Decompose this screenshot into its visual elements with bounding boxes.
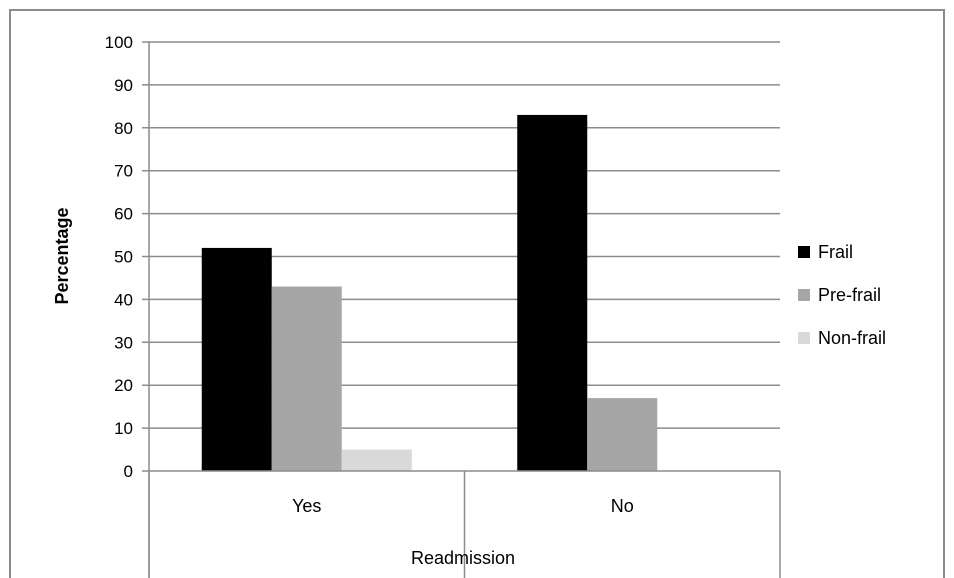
y-tick-label: 100 <box>105 33 133 52</box>
axes <box>142 42 781 578</box>
y-tick-label: 90 <box>114 76 133 95</box>
y-tick-label: 40 <box>114 290 133 309</box>
legend-swatch <box>798 246 810 258</box>
category-label: Yes <box>292 496 321 516</box>
bar-frail-no <box>517 114 588 472</box>
legend-label: Frail <box>818 242 853 262</box>
bar-pre-frail-yes <box>271 286 342 471</box>
legend: Frail Pre-frail Non-frail <box>798 242 886 348</box>
legend-label: Non-frail <box>818 328 886 348</box>
legend-swatch <box>798 332 810 344</box>
category-label: No <box>611 496 634 516</box>
bar-pre-frail-no <box>587 398 658 471</box>
bar-frail-yes <box>201 247 272 471</box>
legend-label: Pre-frail <box>818 285 881 305</box>
x-axis-title: Readmission <box>411 548 515 568</box>
y-tick-label: 60 <box>114 205 133 224</box>
y-tick-label: 10 <box>114 419 133 438</box>
y-tick-label: 30 <box>114 333 133 352</box>
y-tick-labels: 0 10 20 30 40 50 60 70 80 90 100 <box>105 33 133 481</box>
y-axis-title: Percentage <box>52 207 72 304</box>
legend-swatch <box>798 289 810 301</box>
y-tick-label: 20 <box>114 376 133 395</box>
y-tick-label: 70 <box>114 162 133 181</box>
chart-frame <box>9 9 945 578</box>
y-tick-label: 0 <box>124 462 133 481</box>
category-labels: Yes No <box>292 496 634 516</box>
y-tick-label: 50 <box>114 248 133 267</box>
y-tick-label: 80 <box>114 119 133 138</box>
bar-non-frail-yes <box>341 449 412 471</box>
bars <box>201 114 658 472</box>
